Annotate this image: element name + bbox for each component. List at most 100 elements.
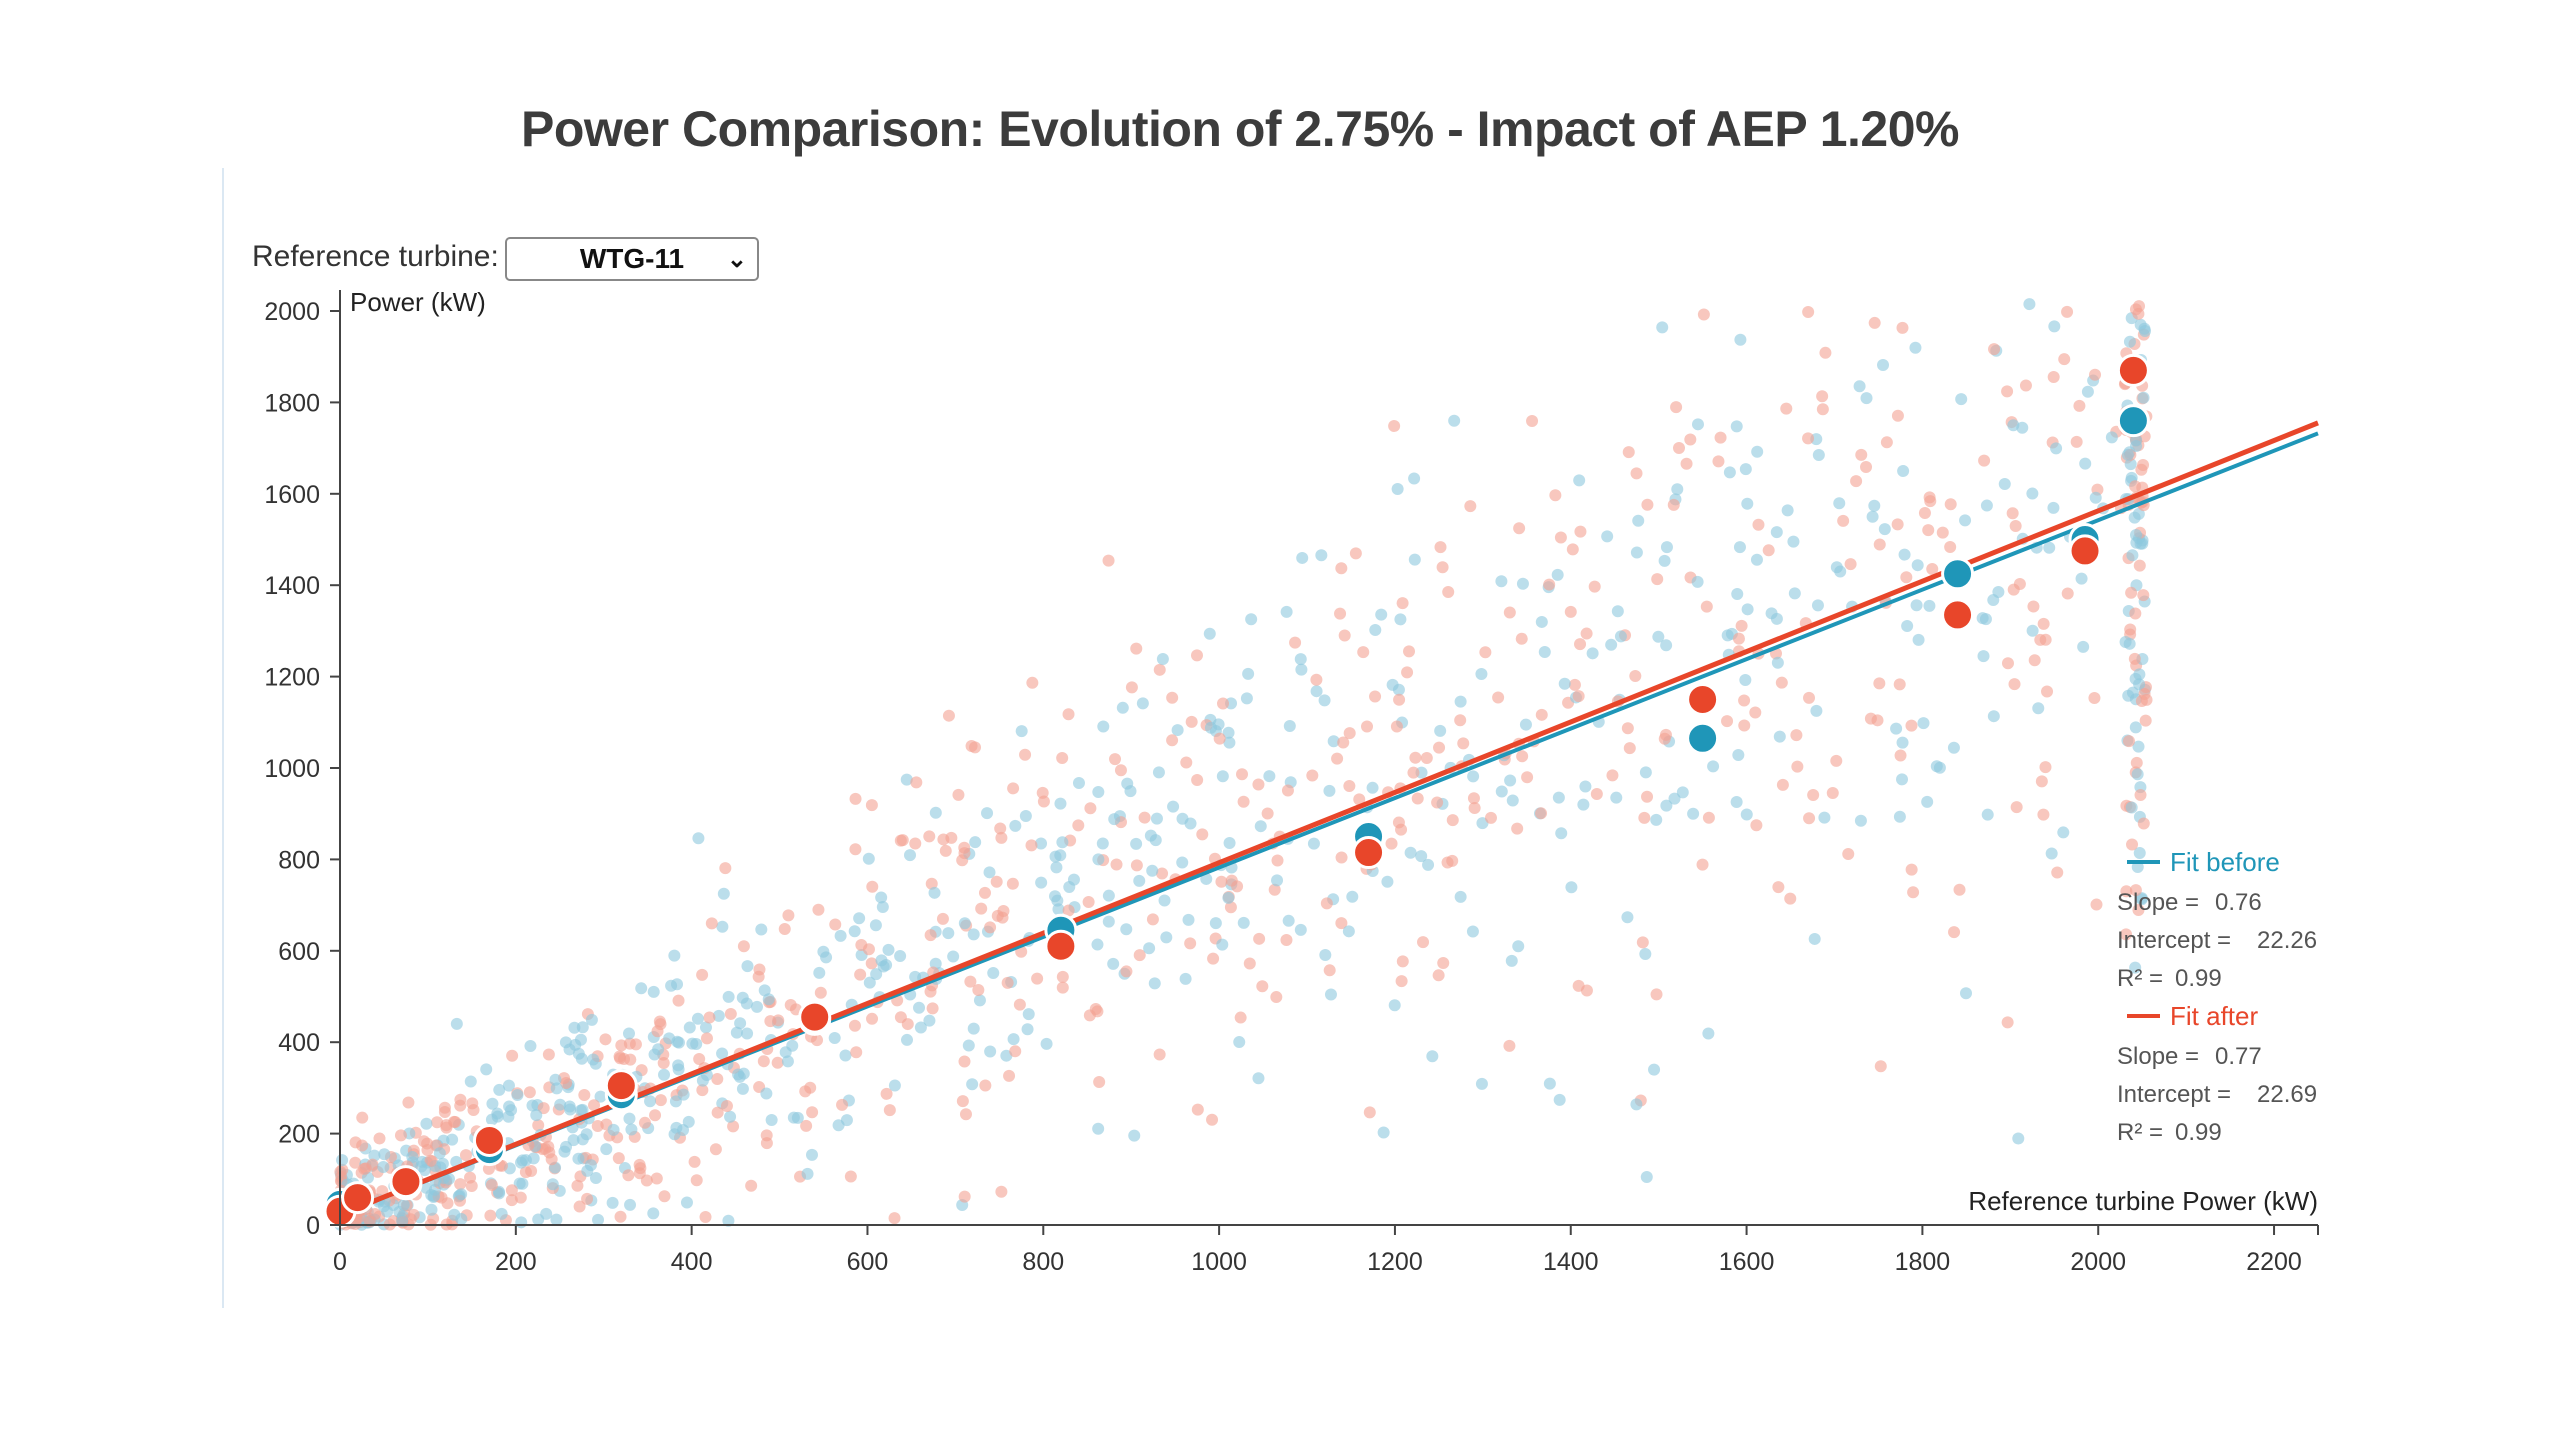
scatter-point-after bbox=[1826, 787, 1839, 800]
scatter-point-before bbox=[1601, 530, 1614, 543]
scatter-point-after bbox=[978, 886, 991, 899]
scatter-point-after bbox=[1396, 955, 1409, 968]
scatter-point-before bbox=[1035, 837, 1048, 850]
scatter-point-before bbox=[1307, 837, 1320, 850]
scatter-point-after bbox=[1503, 606, 1516, 619]
scatter-point-after bbox=[1549, 489, 1562, 502]
scatter-point-after bbox=[811, 1034, 824, 1047]
scatter-point-before bbox=[1910, 599, 1923, 612]
scatter-point-after bbox=[1331, 752, 1344, 765]
scatter-point-before bbox=[1022, 1008, 1035, 1021]
scatter-point-after bbox=[2128, 652, 2141, 665]
scatter-point-after bbox=[1749, 706, 1762, 719]
scatter-point-after bbox=[2001, 385, 2014, 398]
scatter-point-after bbox=[724, 1007, 737, 1020]
scatter-point-after bbox=[937, 833, 950, 846]
scatter-point-before bbox=[425, 1203, 438, 1216]
scatter-point-before bbox=[2075, 572, 2088, 585]
scatter-point-before bbox=[1538, 646, 1551, 659]
scatter-point-before bbox=[2130, 528, 2143, 541]
scatter-point-after bbox=[2130, 756, 2143, 769]
scatter-point-after bbox=[688, 1155, 701, 1168]
scatter-point-before bbox=[1771, 656, 1784, 669]
scatter-point-before bbox=[1702, 1027, 1715, 1040]
scatter-point-after bbox=[1543, 578, 1556, 591]
scatter-point-before bbox=[1652, 630, 1665, 643]
scatter-point-before bbox=[1977, 650, 1990, 663]
scatter-point-after bbox=[1554, 531, 1567, 544]
scatter-point-before bbox=[1605, 638, 1618, 651]
scatter-point-after bbox=[1236, 768, 1249, 781]
scatter-point-after bbox=[693, 1052, 706, 1065]
scatter-point-before bbox=[1408, 553, 1421, 566]
scatter-point-after bbox=[1184, 937, 1197, 950]
scatter-point-after bbox=[1056, 970, 1069, 983]
scatter-point-before bbox=[722, 990, 735, 1003]
scatter-point-after bbox=[1130, 642, 1143, 655]
scatter-point-before bbox=[755, 923, 768, 936]
scatter-point-before bbox=[663, 1032, 676, 1045]
scatter-point-before bbox=[781, 1055, 794, 1068]
y-tick-label: 1400 bbox=[264, 572, 320, 600]
scatter-point-after bbox=[696, 1084, 709, 1097]
scatter-point-before bbox=[1019, 810, 1032, 823]
scatter-point-after bbox=[2035, 775, 2048, 788]
scatter-point-after bbox=[1323, 964, 1336, 977]
scatter-point-before bbox=[942, 927, 955, 940]
scatter-point-before bbox=[981, 807, 994, 820]
scatter-point-before bbox=[962, 1039, 975, 1052]
scatter-point-before bbox=[1868, 499, 1881, 512]
scatter-point-before bbox=[428, 1189, 441, 1202]
scatter-point-before bbox=[1067, 873, 1080, 886]
scatter-point-after bbox=[1900, 571, 1913, 584]
scatter-point-before bbox=[966, 1078, 979, 1091]
scatter-point-before bbox=[817, 945, 830, 958]
scatter-point-before bbox=[1788, 587, 1801, 600]
scatter-point-after bbox=[1738, 719, 1751, 732]
scatter-point-after bbox=[1697, 308, 1710, 321]
scatter-point-after bbox=[1658, 732, 1671, 745]
scatter-point-after bbox=[1775, 676, 1788, 689]
scatter-point-before bbox=[1049, 890, 1062, 903]
scatter-point-before bbox=[624, 1198, 637, 1211]
scatter-point-before bbox=[1294, 653, 1307, 666]
scatter-point-before bbox=[1893, 810, 1906, 823]
scatter-point-before bbox=[2047, 501, 2060, 514]
scatter-point-before bbox=[1091, 938, 1104, 951]
scatter-point-before bbox=[2043, 541, 2056, 554]
scatter-point-before bbox=[947, 950, 960, 963]
reference-turbine-select[interactable]: WTG-11 ⌄ bbox=[505, 237, 759, 281]
scatter-point-before bbox=[1516, 577, 1529, 590]
scatter-point-before bbox=[876, 900, 889, 913]
binned-point-before bbox=[1941, 557, 1975, 591]
scatter-point-before bbox=[888, 1079, 901, 1092]
scatter-point-before bbox=[491, 1110, 504, 1123]
scatter-point-before bbox=[722, 1214, 735, 1227]
scatter-point-before bbox=[1176, 856, 1189, 869]
scatter-point-before bbox=[2139, 325, 2152, 338]
scatter-point-after bbox=[1880, 436, 1893, 449]
scatter-point-before bbox=[587, 1053, 600, 1066]
scatter-point-after bbox=[1166, 734, 1179, 747]
scatter-point-before bbox=[1056, 836, 1069, 849]
scatter-point-after bbox=[1268, 883, 1281, 896]
scatter-point-before bbox=[1998, 478, 2011, 491]
scatter-point-after bbox=[1874, 1060, 1887, 1073]
scatter-point-after bbox=[1252, 778, 1265, 791]
scatter-point-before bbox=[1381, 875, 1394, 888]
scatter-point-after bbox=[1535, 807, 1548, 820]
scatter-point-before bbox=[1687, 807, 1700, 820]
scatter-point-after bbox=[1802, 432, 1815, 445]
scatter-point-before bbox=[1860, 392, 1873, 405]
scatter-point-after bbox=[1837, 514, 1850, 527]
scatter-point-after bbox=[1153, 663, 1166, 676]
scatter-point-after bbox=[2010, 801, 2023, 814]
scatter-point-after bbox=[1434, 541, 1447, 554]
scatter-point-before bbox=[550, 1213, 563, 1226]
scatter-point-after bbox=[1343, 779, 1356, 792]
scatter-point-after bbox=[1409, 751, 1422, 764]
scatter-point-before bbox=[606, 1196, 619, 1209]
scatter-point-after bbox=[778, 922, 791, 935]
scatter-point-before bbox=[1853, 380, 1866, 393]
scatter-point-before bbox=[1660, 799, 1673, 812]
